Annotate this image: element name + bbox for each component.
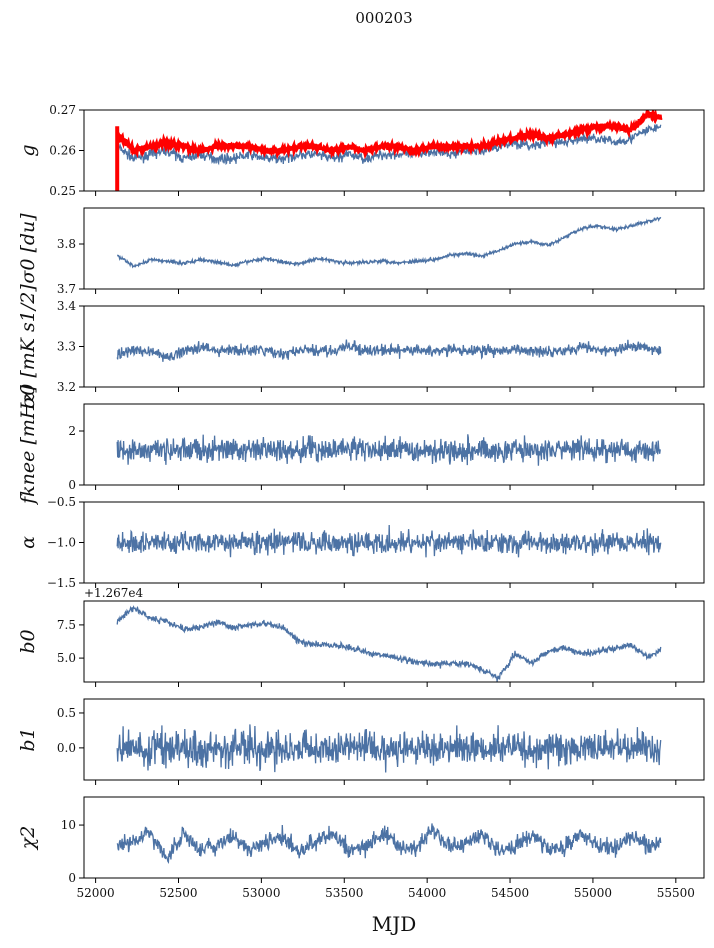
panel-8: 0 10 52000 52500 53000 53500 54000 54500 55000 55… bbox=[17, 796, 705, 900]
y-axis-label: α bbox=[17, 536, 39, 549]
series-line-alpha bbox=[116, 524, 662, 558]
x-tick-label: 55000 bbox=[574, 886, 612, 900]
y-tick-label: 10 bbox=[61, 818, 76, 832]
figure-title: 000203 bbox=[355, 9, 412, 27]
offset-text: +1.267e4 bbox=[84, 586, 144, 600]
x-axis-label: MJD bbox=[372, 912, 417, 936]
y-tick-label: 3.4 bbox=[57, 299, 76, 313]
y-tick-label: 0 bbox=[68, 478, 76, 492]
y-tick-label: 0.25 bbox=[49, 184, 76, 198]
axes-frame bbox=[83, 207, 705, 290]
y-tick-label: 2 bbox=[68, 424, 76, 438]
panel-4: 0 2 fknee [mHz] bbox=[17, 385, 705, 506]
y-tick-label: 5.0 bbox=[57, 651, 76, 665]
x-tick-label: 55500 bbox=[657, 886, 695, 900]
y-axis-label: fknee [mHz] bbox=[17, 385, 39, 506]
axes-frame bbox=[83, 600, 705, 683]
panel-5: −1.5 −1.0 −0.5 α bbox=[17, 495, 705, 590]
y-tick-label: 3.2 bbox=[57, 380, 76, 394]
x-tick-label: 54000 bbox=[408, 886, 446, 900]
y-axis-label: b0 bbox=[17, 629, 39, 653]
y-tick-label: 7.5 bbox=[57, 618, 76, 632]
panel-2: 3.7 3.8 σ0 [du] bbox=[17, 207, 705, 296]
series-line-sigma0_mK bbox=[116, 339, 662, 362]
series-line-b1 bbox=[116, 724, 662, 773]
y-tick-label: 0.5 bbox=[57, 706, 76, 720]
x-tick-label: 52000 bbox=[77, 886, 115, 900]
x-tick-label: 53500 bbox=[325, 886, 363, 900]
y-tick-label: 0 bbox=[68, 871, 76, 885]
series-line-fknee bbox=[116, 434, 661, 466]
y-tick-label: −1.0 bbox=[47, 536, 76, 550]
axes-frame bbox=[83, 698, 705, 781]
x-tick-label: 53000 bbox=[242, 886, 280, 900]
panel-6: 5.0 7.5 b0 +1.267e4 bbox=[17, 586, 705, 687]
x-tick-label: 52500 bbox=[159, 886, 197, 900]
series-line-sigma0_du bbox=[116, 216, 662, 269]
series-line-b0 bbox=[116, 605, 662, 682]
panel-7: 0.0 0.5 b1 bbox=[17, 698, 705, 785]
axes-frame bbox=[83, 305, 705, 388]
y-tick-label: 0.0 bbox=[57, 741, 76, 755]
y-tick-label: 3.3 bbox=[57, 340, 76, 354]
y-axis-label: σ0 [du] bbox=[17, 213, 39, 284]
y-axis-label: σ0 [mK s1/2] bbox=[17, 284, 39, 409]
y-axis-label: b1 bbox=[17, 727, 39, 751]
y-tick-label: 3.8 bbox=[57, 237, 76, 251]
y-axis-label: g bbox=[17, 144, 39, 156]
axes-frame bbox=[83, 403, 705, 486]
y-tick-label: 0.27 bbox=[49, 103, 76, 117]
y-tick-label: 3.7 bbox=[57, 282, 76, 296]
y-tick-label: −0.5 bbox=[47, 495, 76, 509]
y-tick-label: −1.5 bbox=[47, 576, 76, 590]
axes-frame bbox=[83, 796, 705, 879]
series-line-g-model bbox=[115, 110, 663, 191]
y-tick-label: 0.26 bbox=[49, 144, 76, 158]
panel-1: 0.25 0.26 0.27 g bbox=[17, 103, 705, 198]
x-tick-label: 54500 bbox=[491, 886, 529, 900]
panel-3: 3.2 3.3 3.4 σ0 [mK s1/2] bbox=[17, 284, 705, 409]
y-axis-label: χ2 bbox=[17, 826, 39, 852]
series-line-chi2 bbox=[116, 823, 662, 864]
